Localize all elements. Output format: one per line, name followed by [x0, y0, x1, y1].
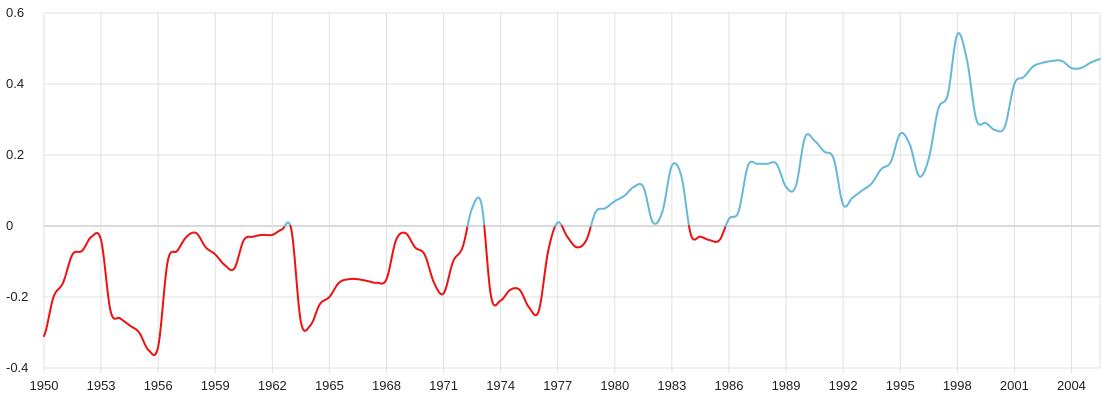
x-tick-label: 1959	[201, 378, 230, 393]
x-tick-label: 1968	[372, 378, 401, 393]
axis-labels: -0.4 -0.2 0 0.2 0.4 0.6 1950 1953 1956 1959 1962 19…	[6, 5, 1086, 393]
x-tick-label: 1980	[600, 378, 629, 393]
y-tick-label: 0.4	[6, 76, 24, 91]
x-tick-label: 1962	[258, 378, 287, 393]
y-tick-label: -0.4	[6, 360, 28, 375]
x-tick-label: 1977	[543, 378, 572, 393]
line-segment-above-zero	[466, 196, 486, 227]
x-tick-label: 1989	[772, 378, 801, 393]
line-segment-above-zero	[283, 221, 292, 227]
x-tick-label: 1986	[715, 378, 744, 393]
line-segment-below-zero	[688, 225, 727, 243]
x-tick-label: 1983	[657, 378, 686, 393]
line-segment-above-zero	[724, 32, 1101, 227]
x-tick-label: 1992	[829, 378, 858, 393]
x-tick-label: 1950	[30, 378, 59, 393]
y-tick-label: 0	[6, 218, 13, 233]
line-segment-below-zero	[483, 225, 557, 317]
line-segment-below-zero	[43, 225, 286, 357]
grid	[43, 12, 1101, 373]
line-segment-below-zero	[289, 225, 469, 332]
x-tick-label: 2001	[1000, 378, 1029, 393]
x-tick-label: 2004	[1057, 378, 1086, 393]
x-tick-label: 1974	[486, 378, 515, 393]
line-segment-below-zero	[560, 225, 592, 249]
x-tick-label: 1971	[429, 378, 458, 393]
x-tick-label: 1998	[943, 378, 972, 393]
line-segment-above-zero	[554, 221, 563, 227]
x-tick-label: 1956	[144, 378, 173, 393]
y-tick-label: -0.2	[6, 289, 28, 304]
x-tick-label: 1995	[886, 378, 915, 393]
line-segment-above-zero	[589, 162, 691, 227]
y-tick-label: 0.6	[6, 5, 24, 20]
x-tick-label: 1953	[87, 378, 116, 393]
y-tick-label: 0.2	[6, 147, 24, 162]
x-tick-label: 1965	[315, 378, 344, 393]
series-anomaly	[43, 32, 1101, 357]
